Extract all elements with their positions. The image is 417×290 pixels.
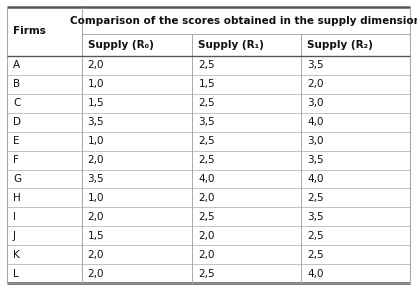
Text: 4,0: 4,0	[307, 174, 324, 184]
Text: 2,0: 2,0	[88, 212, 104, 222]
Text: J: J	[13, 231, 16, 241]
Text: G: G	[13, 174, 21, 184]
Text: 2,0: 2,0	[88, 269, 104, 278]
Text: 2,5: 2,5	[198, 155, 215, 165]
Text: 1,5: 1,5	[88, 98, 104, 108]
Text: 2,0: 2,0	[198, 250, 215, 260]
Text: I: I	[13, 212, 16, 222]
Text: 3,5: 3,5	[307, 60, 324, 70]
Text: 2,0: 2,0	[198, 193, 215, 203]
Text: 2,0: 2,0	[88, 250, 104, 260]
Text: 3,0: 3,0	[307, 98, 324, 108]
Text: Supply (R₂): Supply (R₂)	[307, 40, 373, 50]
Text: A: A	[13, 60, 20, 70]
Text: B: B	[13, 79, 20, 89]
Text: 2,0: 2,0	[198, 231, 215, 241]
Text: 2,5: 2,5	[198, 269, 215, 278]
Text: D: D	[13, 117, 21, 127]
Text: Comparison of the scores obtained in the supply dimension: Comparison of the scores obtained in the…	[70, 15, 417, 26]
Text: 3,5: 3,5	[88, 117, 104, 127]
Text: 4,0: 4,0	[307, 117, 324, 127]
Text: K: K	[13, 250, 20, 260]
Text: Supply (R₁): Supply (R₁)	[198, 40, 264, 50]
Text: 2,0: 2,0	[88, 155, 104, 165]
Text: 4,0: 4,0	[307, 269, 324, 278]
Text: C: C	[13, 98, 20, 108]
Text: 1,0: 1,0	[88, 193, 104, 203]
Text: E: E	[13, 136, 20, 146]
Text: 2,5: 2,5	[307, 250, 324, 260]
Text: 2,5: 2,5	[198, 60, 215, 70]
Text: H: H	[13, 193, 21, 203]
Text: 3,5: 3,5	[307, 155, 324, 165]
Text: 2,5: 2,5	[198, 212, 215, 222]
Text: 2,5: 2,5	[198, 98, 215, 108]
Text: 3,5: 3,5	[88, 174, 104, 184]
Text: 1,5: 1,5	[88, 231, 104, 241]
Text: 2,5: 2,5	[307, 231, 324, 241]
Text: F: F	[13, 155, 19, 165]
Text: 2,0: 2,0	[88, 60, 104, 70]
Text: L: L	[13, 269, 19, 278]
Text: 2,5: 2,5	[198, 136, 215, 146]
Text: 2,5: 2,5	[307, 193, 324, 203]
Text: 1,0: 1,0	[88, 79, 104, 89]
Text: 3,5: 3,5	[198, 117, 215, 127]
Text: 4,0: 4,0	[198, 174, 215, 184]
Text: 2,0: 2,0	[307, 79, 324, 89]
Text: 3,5: 3,5	[307, 212, 324, 222]
Text: 3,0: 3,0	[307, 136, 324, 146]
Text: 1,0: 1,0	[88, 136, 104, 146]
Text: Supply (R₀): Supply (R₀)	[88, 40, 153, 50]
Text: Firms: Firms	[13, 26, 46, 37]
Text: 1,5: 1,5	[198, 79, 215, 89]
